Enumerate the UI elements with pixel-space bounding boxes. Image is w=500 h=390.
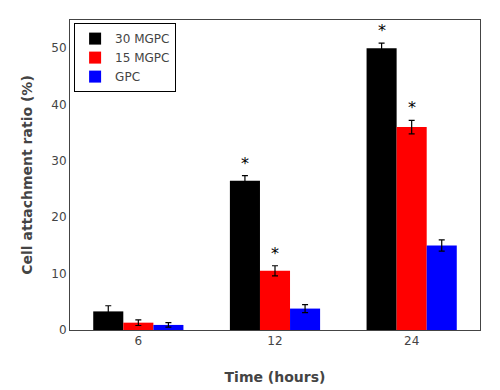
svg-text:0: 0: [59, 323, 67, 337]
svg-text:6: 6: [135, 334, 143, 348]
svg-text:24: 24: [404, 334, 419, 348]
svg-text:10: 10: [51, 267, 66, 281]
svg-text:40: 40: [51, 98, 66, 112]
svg-text:Cell attachment ratio (%): Cell attachment ratio (%): [19, 75, 35, 275]
svg-text:20: 20: [51, 210, 66, 224]
svg-text:*: *: [241, 154, 249, 173]
svg-text:50: 50: [51, 41, 66, 55]
svg-text:30: 30: [51, 154, 66, 168]
svg-text:GPC: GPC: [115, 70, 140, 84]
svg-text:30 MGPC: 30 MGPC: [115, 32, 169, 46]
svg-text:15 MGPC: 15 MGPC: [115, 51, 169, 65]
svg-text:*: *: [408, 98, 416, 117]
svg-text:12: 12: [267, 334, 282, 348]
svg-text:*: *: [378, 21, 386, 40]
svg-text:*: *: [271, 244, 279, 263]
svg-text:Time (hours): Time (hours): [225, 369, 326, 385]
